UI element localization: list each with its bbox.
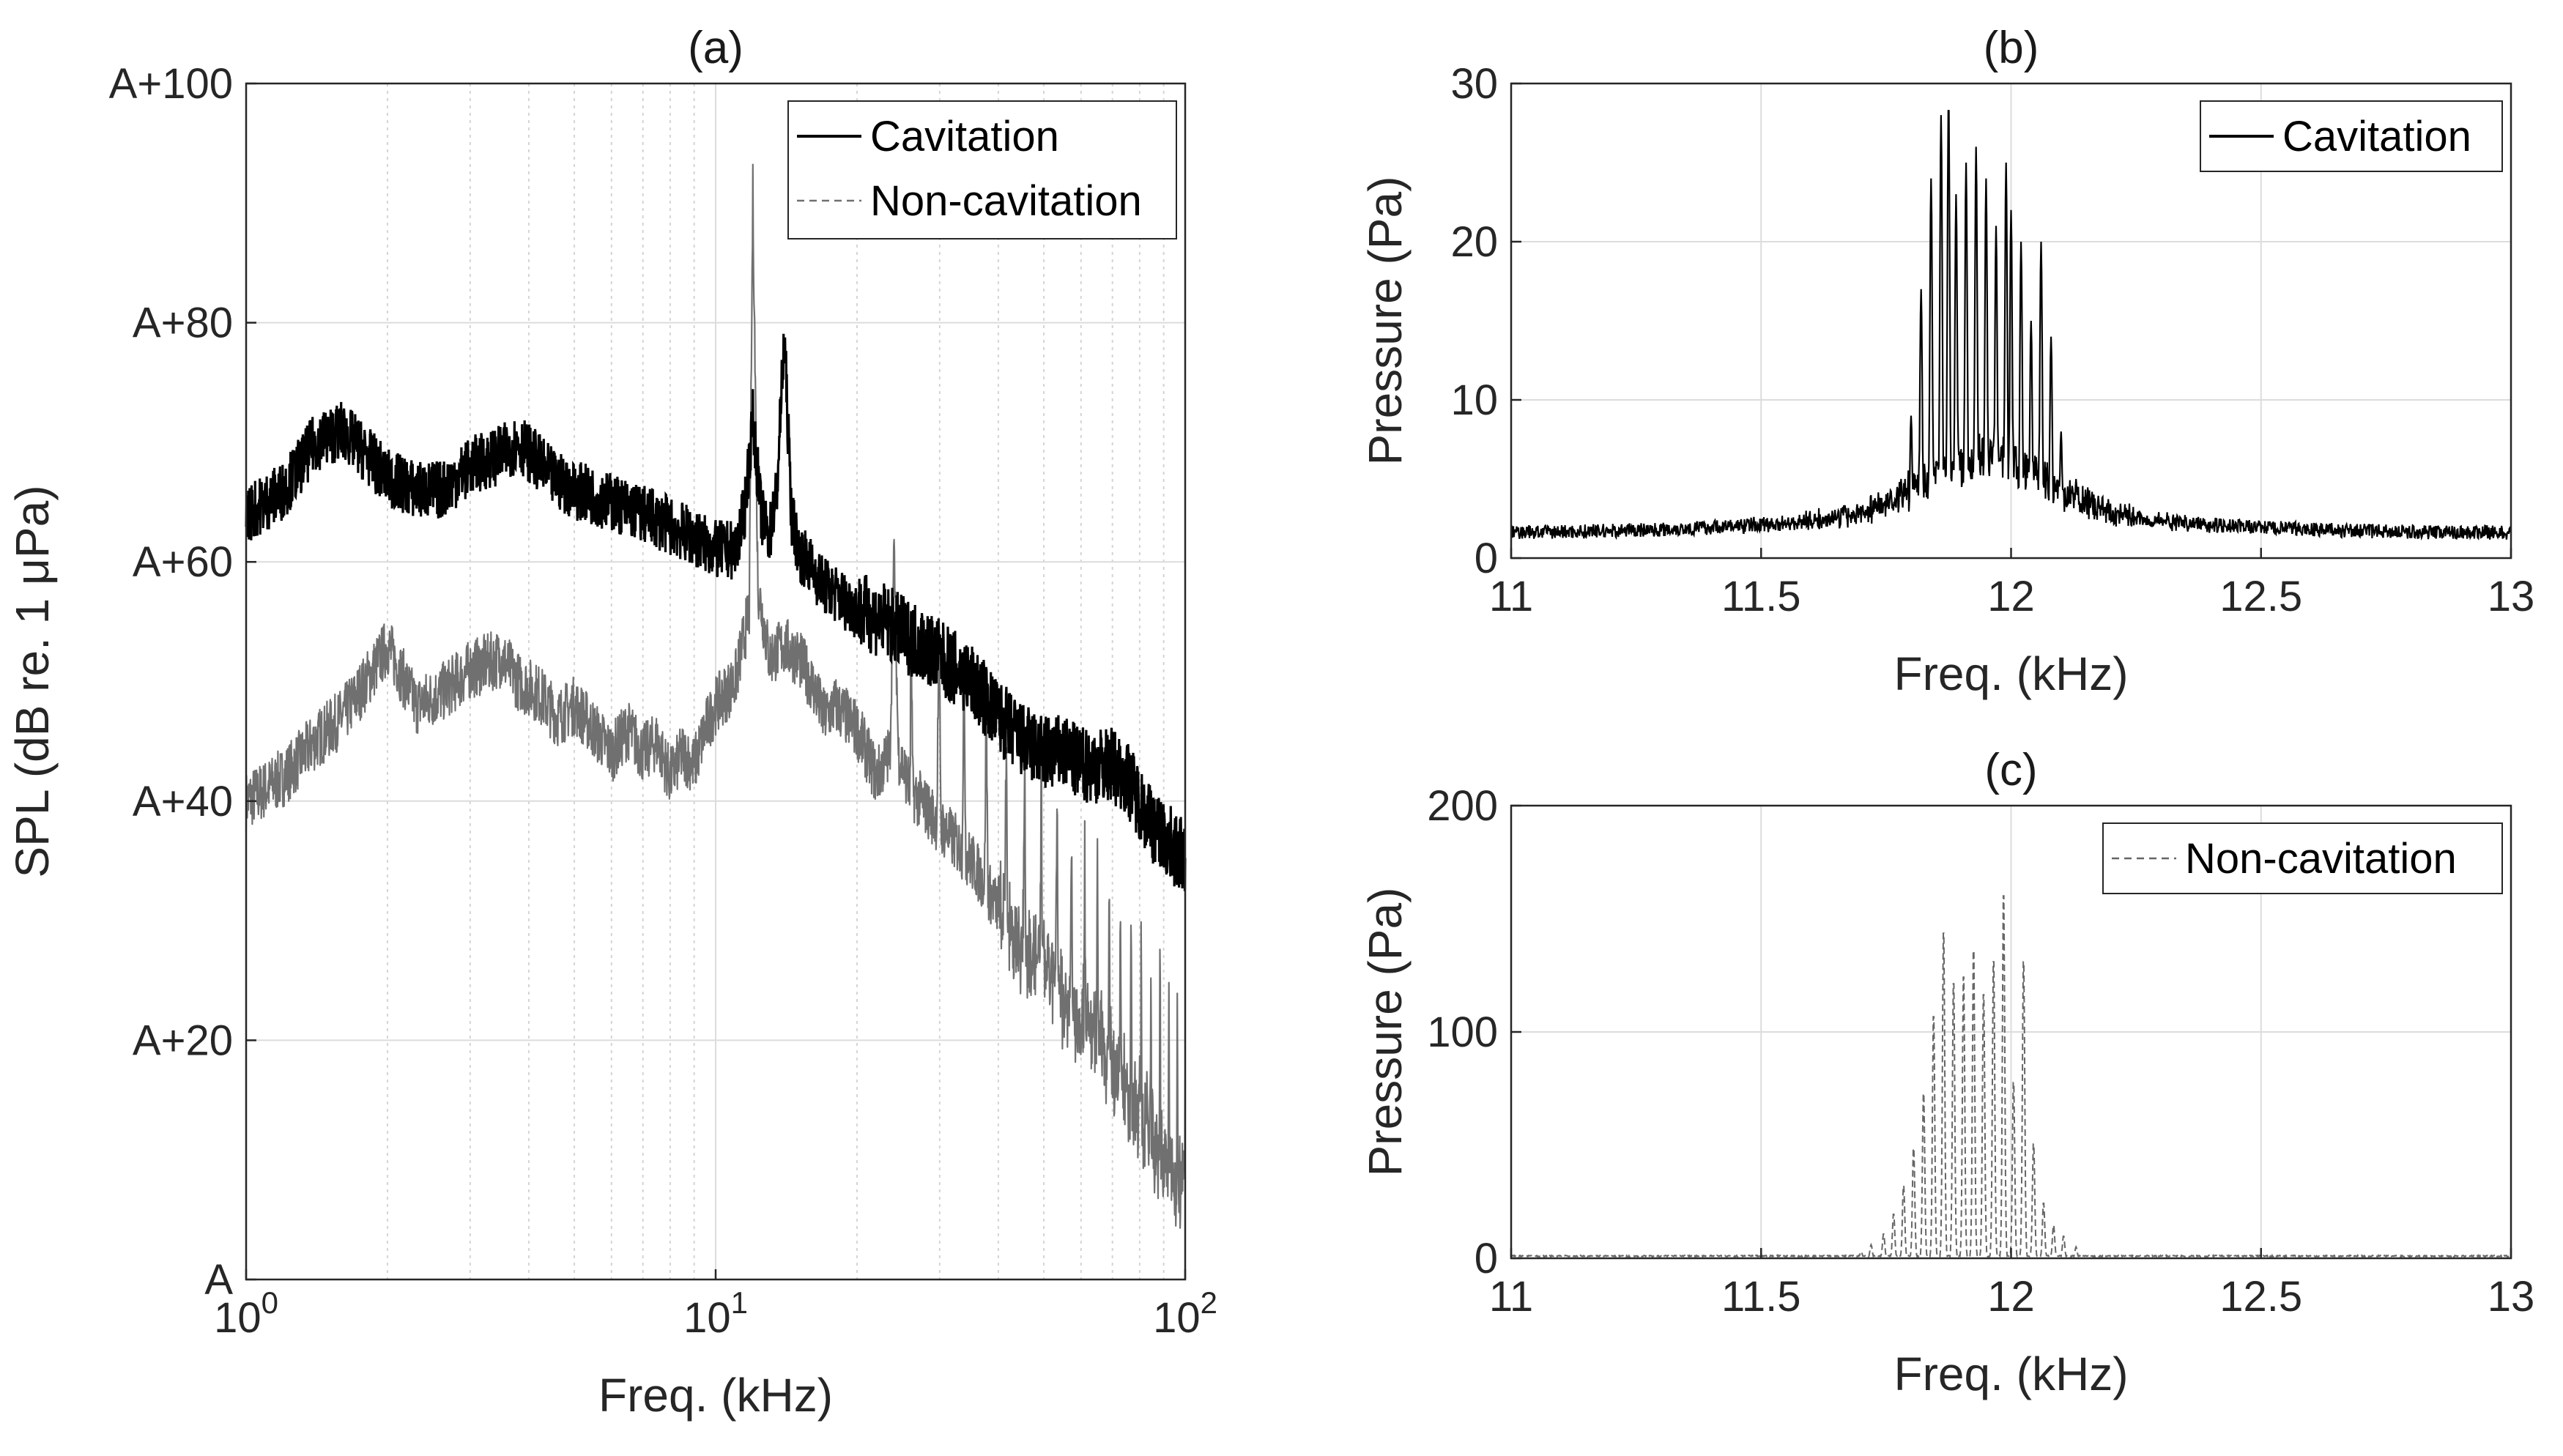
a-x-tick-base: 10	[214, 1294, 262, 1342]
c-x-tick-label: 13	[2488, 1273, 2535, 1321]
panel-a-curves	[245, 163, 1187, 1229]
a-y-tick-label: A	[204, 1256, 233, 1304]
panel-a-y-axis-label: SPL (dB re. 1 μPa)	[6, 485, 59, 877]
panel-a-x-axis-label: Freq. (kHz)	[598, 1369, 833, 1422]
b-y-tick-label: 30	[1450, 60, 1498, 108]
panel-b-legend: Cavitation	[2200, 100, 2503, 172]
a-y-tick-label: A+80	[133, 300, 233, 347]
panel-b-title: (b)	[1984, 23, 2039, 73]
panel-c-curves	[1510, 895, 2512, 1259]
b-y-tick-label: 20	[1450, 218, 1498, 266]
a-x-tick-exponent: 0	[262, 1285, 278, 1320]
c-legend-box	[2102, 822, 2503, 894]
panel-b-ticks: 11 11.5 12 12.5 13 0 10 20 30	[1450, 60, 2534, 620]
a-x-tick-exponent: 2	[1201, 1285, 1217, 1320]
a-x-tick-base: 10	[1153, 1294, 1201, 1342]
panel-b-y-axis-label: Pressure (Pa)	[1359, 177, 1412, 466]
a-x-tick-label: 102	[1153, 1285, 1217, 1342]
a-legend-label: Cavitation	[870, 113, 1059, 160]
panel-b-x-axis-label: Freq. (kHz)	[1894, 647, 2129, 700]
c-y-tick-label: 0	[1475, 1235, 1498, 1282]
a-x-tick-label: 101	[683, 1285, 748, 1342]
b-x-tick-label: 11	[1489, 573, 1533, 620]
panel-c-legend: Non-cavitation	[2102, 822, 2503, 894]
c-x-tick-label: 12	[1987, 1273, 2035, 1321]
panel-c-title: (c)	[1984, 745, 2037, 795]
c-y-tick-label: 200	[1427, 782, 1498, 830]
b-x-tick-label: 11.5	[1721, 573, 1801, 620]
panel-b: 11 11.5 12 12.5 13 0 10 20 30 (b) Freq. (kHz) Pr…	[1359, 23, 2534, 700]
a-y-tick-label: A+100	[109, 60, 233, 108]
a-legend-label: Non-cavitation	[870, 177, 1142, 225]
b-x-tick-label: 12	[1987, 573, 2035, 620]
panel-a-legend: Cavitation Non-cavitation	[787, 100, 1177, 239]
a-legend-box	[787, 100, 1177, 239]
panel-c: 11 11.5 12 12.5 13 0 100 200 (c) Freq. (kHz) Pr…	[1359, 745, 2534, 1400]
panel-a-series-cavitation-line	[245, 333, 1187, 891]
panel-c-y-axis-label: Pressure (Pa)	[1359, 888, 1412, 1177]
panel-c-ticks: 11 11.5 12 12.5 13 0 100 200	[1427, 782, 2534, 1321]
panel-a-title: (a)	[688, 23, 743, 73]
b-y-tick-label: 10	[1450, 376, 1498, 424]
panel-a-series-non-cavitation-line	[245, 163, 1187, 1229]
a-y-tick-label: A+60	[133, 538, 233, 586]
b-x-tick-label: 12.5	[2219, 573, 2302, 620]
b-legend-label: Cavitation	[2282, 113, 2471, 160]
c-x-tick-label: 12.5	[2219, 1273, 2302, 1321]
panel-b-curves	[1510, 110, 2512, 541]
panel-b-series-line	[1510, 110, 2512, 541]
a-x-tick-label: 100	[214, 1285, 278, 1342]
c-y-tick-label: 100	[1427, 1009, 1498, 1056]
a-y-tick-label: A+20	[133, 1017, 233, 1064]
b-y-tick-label: 0	[1475, 535, 1498, 582]
a-x-tick-exponent: 1	[731, 1285, 748, 1320]
c-x-tick-label: 11	[1489, 1273, 1533, 1321]
c-legend-label: Non-cavitation	[2185, 835, 2457, 883]
a-y-tick-label: A+40	[133, 778, 233, 825]
panel-c-x-axis-label: Freq. (kHz)	[1894, 1348, 2129, 1400]
c-x-tick-label: 11.5	[1721, 1273, 1801, 1321]
a-x-tick-base: 10	[683, 1294, 731, 1342]
panel-c-series-line	[1510, 895, 2512, 1259]
b-x-tick-label: 13	[2488, 573, 2535, 620]
